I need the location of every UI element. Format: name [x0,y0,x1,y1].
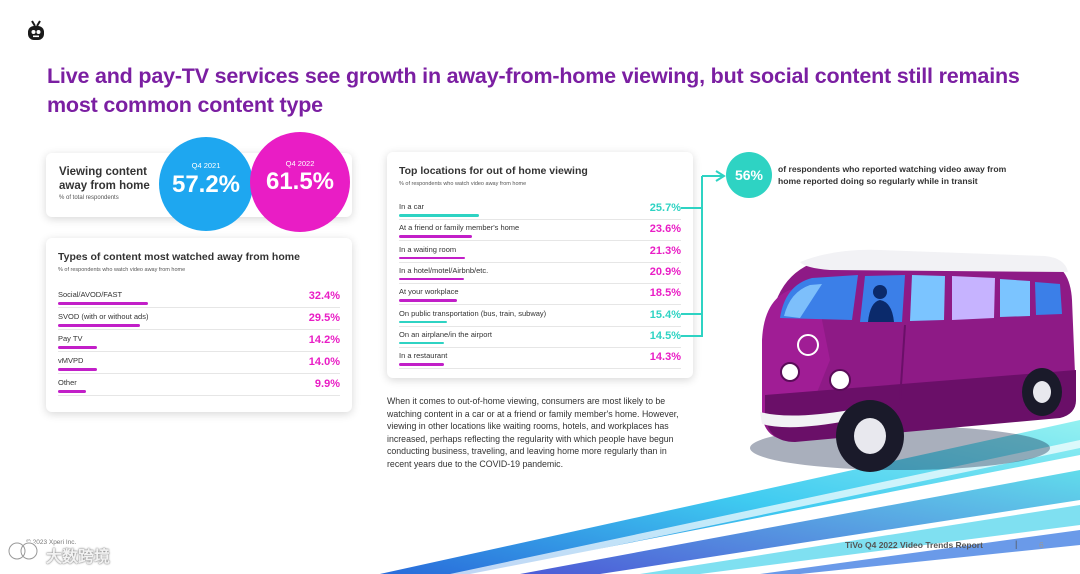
bar-row: In a restaurant 14.3% [399,351,681,370]
bar-value: 23.6% [649,223,681,236]
bar-row: SVOD (with or without ads) 29.5% [58,312,340,330]
bar [399,341,445,345]
q4-2021-circle: Q4 2021 57.2% [159,137,253,231]
bar [399,320,447,323]
locations-subtitle: % of respondents who watch video away fr… [399,181,527,187]
transit-note: of respondents who reported watching vid… [778,164,1007,186]
tivo-logo-icon [28,20,44,40]
bar [399,235,473,238]
bar [399,363,444,366]
bar-value: 14.0% [308,356,340,368]
row-divider [58,329,340,330]
bar-label: SVOD (with or without ads) [58,312,149,321]
page-number: 6 [1039,540,1044,550]
watermark-icon [7,541,39,561]
bar [399,256,466,260]
q4-2022-value: 61.5% [265,168,335,195]
bar-label: In a hotel/motel/Airbnb/etc. [399,265,489,275]
row-divider [58,395,340,396]
content-types-subtitle: % of respondents who watch video away fr… [58,267,186,273]
footer-separator: | [1015,539,1018,549]
bar-row: Pay TV 14.2% [58,334,340,352]
locations-card: Top locations for out of home viewing % … [387,152,693,378]
bar-label: On public transportation (bus, train, su… [399,308,547,318]
bar-value: 25.7% [649,202,681,214]
bar-value: 9.9% [314,378,340,390]
bar-row: At your workplace 18.5% [399,287,681,306]
row-divider [399,304,681,306]
bar-label: Pay TV [58,334,83,343]
bar-label: vMVPD [58,356,84,365]
bar-value: 14.3% [649,351,681,364]
content-types-card: Types of content most watched away from … [46,238,352,412]
bar-label: At a friend or family member's home [399,223,520,233]
row-divider [399,282,681,284]
bar-row: On public transportation (bus, train, su… [399,309,681,327]
row-divider [58,307,340,308]
bar-row: Other 9.9% [58,378,340,396]
bar-label: Social/AVOD/FAST [58,290,123,299]
bar [399,214,479,217]
bar-value: 20.9% [649,265,681,278]
content-types-title: Types of content most watched away from … [58,251,300,263]
bar [58,324,140,327]
bar-value: 14.5% [649,329,681,342]
bar-value: 14.2% [308,334,340,346]
bar-row: In a car 25.7% [399,202,681,220]
bar-row: vMVPD 14.0% [58,356,340,374]
report-name: TiVo Q4 2022 Video Trends Report [845,540,983,550]
bar-row: On an airplane/in the airport 14.5% [399,330,681,348]
bar-label: In a waiting room [399,244,457,254]
bar [399,299,457,302]
copyright: © 2023 Xperi Inc. [26,539,77,546]
row-divider [58,351,340,352]
bar-value: 15.4% [649,308,681,321]
q4-2022-circle: Q4 2022 61.5% [250,132,350,232]
locations-title: Top locations for out of home viewing [399,165,588,177]
bar-label: At your workplace [399,287,459,297]
summary-paragraph: When it comes to out-of-home viewing, co… [387,396,679,469]
row-divider [399,346,681,348]
bar [58,302,148,305]
bar-row: At a friend or family member's home 23.6% [399,223,681,242]
bar-value: 21.3% [649,244,681,257]
bar-label: In a car [399,202,425,211]
van [750,249,1076,472]
bar-label: Other [58,378,77,387]
bar [58,390,86,393]
row-divider [58,373,340,374]
bar [58,368,97,371]
q4-2021-value: 57.2% [171,171,241,198]
row-divider [399,368,681,370]
row-divider [399,325,681,327]
row-divider [399,219,681,220]
bar-value: 32.4% [308,290,340,302]
q4-2022-label: Q4 2022 [285,159,315,168]
row-divider [399,261,681,263]
bar [58,346,98,349]
bar-value: 18.5% [649,287,681,300]
bar-label: On an airplane/in the airport [399,329,492,339]
page-title: Live and pay-TV services see growth in a… [47,64,1020,117]
bar [399,277,465,281]
row-divider [399,240,681,242]
q4-2021-label: Q4 2021 [191,161,221,170]
watermark-text: 大数跨境 [46,549,111,566]
viewing-label: Viewing content away from home [59,166,150,192]
transit-percent: 56% [726,152,772,198]
bar-label: In a restaurant [399,351,448,361]
bar-value: 29.5% [308,312,340,324]
bar-row: In a hotel/motel/Airbnb/etc. 20.9% [399,266,681,284]
viewing-sub: % of total respondents [59,195,119,201]
bar-row: In a waiting room 21.3% [399,245,681,263]
bar-row: Social/AVOD/FAST 32.4% [58,290,340,308]
